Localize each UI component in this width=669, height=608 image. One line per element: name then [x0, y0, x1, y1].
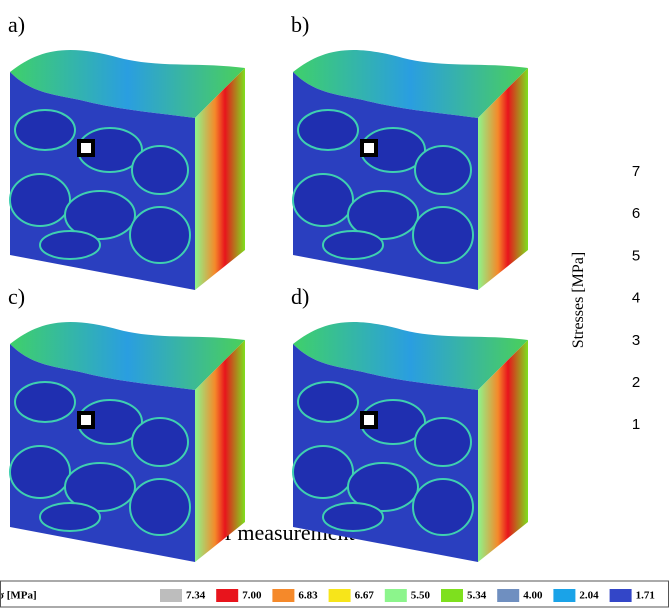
scale-label: 6.83	[298, 590, 318, 602]
grain	[40, 231, 100, 259]
axis-tick: 1	[632, 416, 640, 433]
scale-swatch	[610, 589, 632, 602]
scale-label: 7.00	[242, 590, 262, 602]
panel: b)	[291, 12, 528, 290]
panel: d)	[291, 284, 528, 562]
grain	[415, 146, 471, 194]
scale-swatch	[385, 589, 407, 602]
scale-label: 7.34	[186, 590, 206, 602]
grain	[323, 231, 383, 259]
panel-label: c)	[8, 284, 25, 309]
measure-point	[362, 413, 376, 427]
page: σ [MPa] - point of measurement Stresses …	[0, 0, 669, 608]
scale-swatch	[553, 589, 575, 602]
scale-swatch	[272, 589, 294, 602]
grain	[130, 207, 190, 263]
measure-point	[79, 413, 93, 427]
scale-label: 6.67	[355, 590, 375, 602]
scale-swatch	[160, 589, 182, 602]
scale-swatch	[497, 589, 519, 602]
axis-tick: 5	[632, 247, 640, 264]
measure-point	[79, 141, 93, 155]
scale-label: 2.04	[579, 590, 599, 602]
axis-tick: 2	[632, 374, 640, 391]
grain	[130, 479, 190, 535]
axis-label: Stresses [MPa]	[570, 252, 587, 348]
grain	[10, 174, 70, 226]
grain	[298, 382, 358, 422]
grain	[413, 479, 473, 535]
scale-label: 5.34	[467, 590, 487, 602]
grain	[10, 446, 70, 498]
scale-label: 4.00	[523, 590, 543, 602]
grain	[413, 207, 473, 263]
axis-tick: 6	[632, 205, 640, 222]
scale-swatch	[329, 589, 351, 602]
axis-tick: 7	[632, 163, 640, 180]
grain	[132, 418, 188, 466]
scale-swatch	[441, 589, 463, 602]
grain	[298, 110, 358, 150]
grain	[15, 110, 75, 150]
axis-tick: 3	[632, 332, 640, 349]
panel-label: d)	[291, 284, 309, 309]
grain	[15, 382, 75, 422]
panel: c)	[8, 284, 245, 562]
scale-title: σ [MPa]	[0, 590, 37, 602]
panel-label: b)	[291, 12, 309, 37]
scale-label: 1.71	[636, 590, 655, 602]
figure: σ [MPa] - point of measurement Stresses …	[0, 0, 669, 608]
axis-tick: 4	[632, 290, 640, 307]
scale-swatch	[216, 589, 238, 602]
grain	[293, 174, 353, 226]
panel: a)	[8, 12, 245, 290]
grain	[132, 146, 188, 194]
scale-label: 5.50	[411, 590, 431, 602]
grain	[323, 503, 383, 531]
panel-label: a)	[8, 12, 25, 37]
measure-point	[362, 141, 376, 155]
grain	[40, 503, 100, 531]
grain	[293, 446, 353, 498]
grain	[415, 418, 471, 466]
